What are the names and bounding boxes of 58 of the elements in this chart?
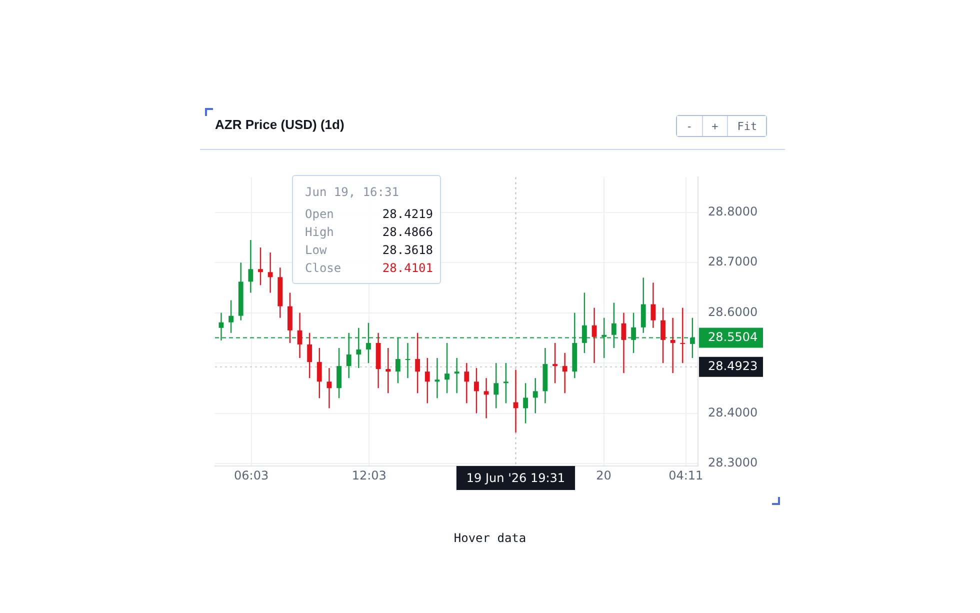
text: -: [677, 116, 702, 136]
candlestick: [680, 307, 686, 364]
text: +: [702, 116, 728, 136]
candlestick: [424, 357, 430, 404]
annotation: High: [305, 224, 334, 241]
ref-line-label: 19 Jun '26 19:31: [466, 471, 566, 486]
candlestick: [405, 342, 410, 379]
candlestick: [562, 352, 568, 394]
annotation: Jun 19, 16:31: [305, 184, 400, 201]
y-tick-label: 28.8000: [708, 204, 758, 218]
text: Fit: [727, 116, 766, 136]
candlestick: [484, 378, 489, 419]
candlestick: [640, 277, 646, 334]
candlestick: [454, 357, 460, 394]
candlestick: [464, 362, 470, 404]
y-tick-label: 28.3000: [708, 456, 758, 470]
candlestick: [228, 300, 234, 334]
candlestick: [503, 362, 508, 404]
candlestick: [248, 239, 254, 294]
candlestick: [621, 312, 626, 374]
candlestick: [307, 332, 312, 379]
candlestick: [297, 312, 302, 359]
x-tick-label: 12:03: [352, 468, 386, 482]
x-tick-label: 04:11: [668, 468, 704, 482]
candlestick: [268, 252, 273, 294]
candlestick: [474, 367, 479, 414]
y-tick-label: 28.7000: [708, 254, 758, 269]
annotation: 28.4866: [382, 224, 433, 241]
candlestick: [336, 347, 342, 399]
candlestick: [660, 307, 666, 364]
candlestick: [650, 282, 656, 328]
y-tick-label: 28.4000: [708, 405, 758, 420]
annotation: Close: [305, 260, 342, 277]
candlestick: [592, 307, 597, 364]
candlestick: [258, 246, 263, 286]
candlestick: [415, 332, 420, 394]
chart-title: AZR Price (USD) (1d): [215, 117, 344, 132]
candlestick: [494, 362, 499, 409]
ref-line-label: 28.5504: [708, 330, 758, 344]
candlestick: [326, 367, 332, 409]
ref-line-label: 28.4923: [708, 359, 758, 374]
candlestick: [532, 378, 538, 414]
candlestick: [552, 342, 558, 384]
candlestick: [386, 347, 391, 394]
annotation: 28.4101: [382, 260, 433, 277]
candlestick: [523, 382, 528, 424]
annotation: 28.4219: [382, 206, 433, 223]
candlestick: [434, 357, 440, 399]
y-tick-label: 28.6000: [708, 304, 758, 319]
annotation: 28.3618: [382, 242, 433, 259]
annotation: Open: [305, 206, 334, 223]
annotation: Low: [305, 242, 327, 259]
text: Hover data: [452, 531, 528, 545]
x-tick-label: 06:03: [234, 468, 269, 482]
x-tick-label: 20: [596, 468, 612, 482]
candlestick: [316, 347, 322, 399]
candlestick: [444, 342, 450, 394]
candlestick: [670, 317, 676, 374]
